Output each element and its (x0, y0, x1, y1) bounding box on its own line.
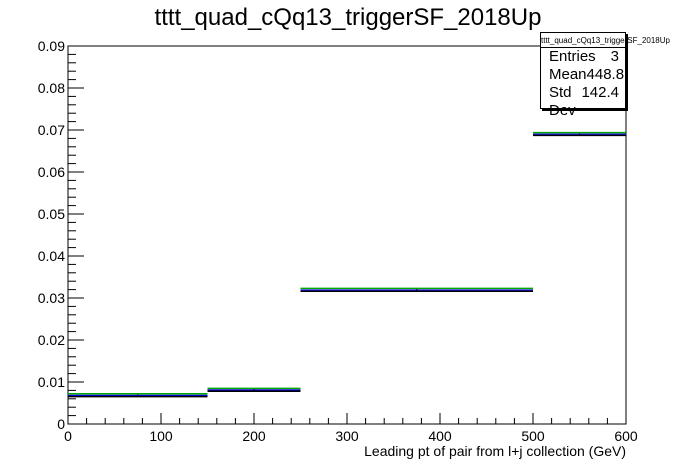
y-tick-label: 0.06 (38, 164, 65, 180)
x-tick-label: 100 (149, 428, 173, 444)
stats-label: Entries (549, 48, 596, 65)
y-tick-label: 0.08 (38, 80, 65, 96)
histogram-bins (68, 131, 626, 398)
stats-row-mean: Mean 448.8 (541, 66, 625, 84)
x-tick-label: 400 (428, 428, 452, 444)
y-tick-label: 0.01 (38, 374, 65, 390)
y-tick-label: 0.04 (38, 248, 65, 264)
y-tick-label: 0.05 (38, 206, 65, 222)
stats-value: 448.8 (586, 66, 625, 83)
y-tick-label: 0.07 (38, 122, 65, 138)
x-tick-label: 300 (335, 428, 359, 444)
chart-title: tttt_quad_cQq13_triggerSF_2018Up (154, 4, 542, 31)
stats-label: Mean (549, 66, 587, 83)
stats-label: Std Dev (549, 84, 576, 119)
x-tick-label: 600 (614, 428, 638, 444)
stats-box-title: tttt_quad_cQq13_triggerSF_2018Up (541, 33, 670, 48)
x-axis-label: Leading pt of pair from l+j collection (… (364, 443, 626, 459)
x-tick-label: 0 (64, 428, 72, 444)
y-tick-label: 0.03 (38, 290, 65, 306)
x-tick-label: 200 (242, 428, 266, 444)
axis-ticks (67, 45, 627, 425)
stats-value: 142.4 (581, 84, 619, 101)
stats-box: tttt_quad_cQq13_triggerSF_2018Up Entries… (540, 32, 670, 119)
y-tick-label: 0.09 (38, 38, 65, 54)
stats-value: 3 (610, 48, 619, 65)
stats-row-stddev: Std Dev 142.4 (541, 84, 625, 120)
y-tick-label: 0.02 (38, 332, 65, 348)
stats-row-entries: Entries 3 (541, 48, 625, 66)
y-tick-label: 0 (57, 416, 65, 432)
tick-labels: 0 100 200 300 400 500 600 0 0.01 0.02 0.03 0.04 0.05… (38, 38, 638, 444)
x-tick-label: 500 (521, 428, 545, 444)
